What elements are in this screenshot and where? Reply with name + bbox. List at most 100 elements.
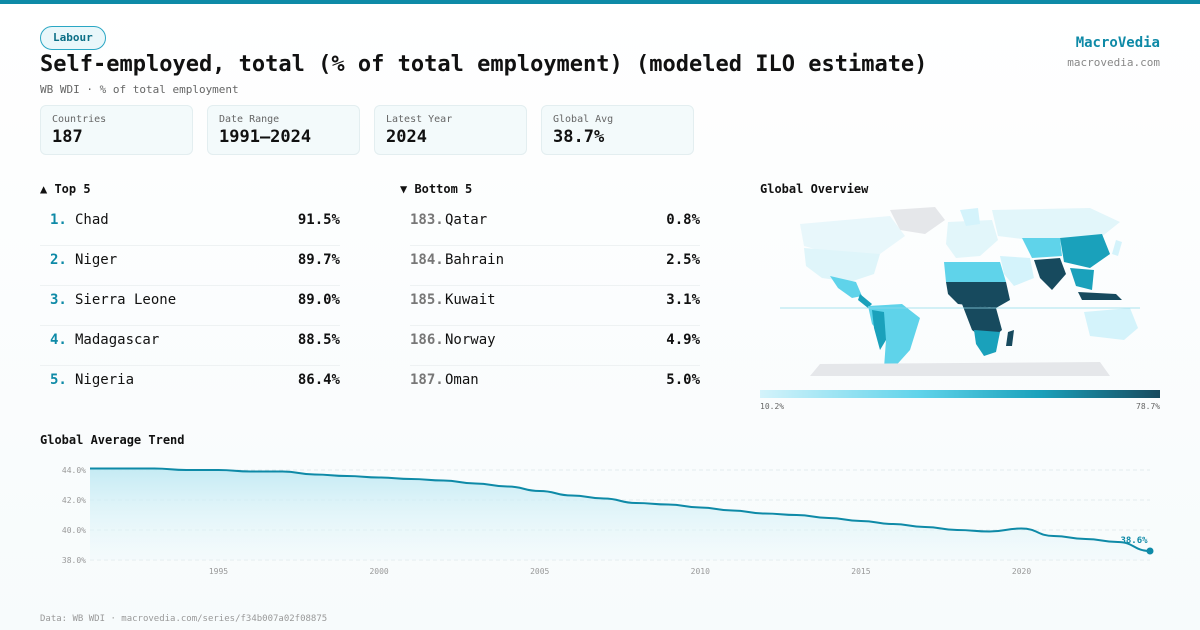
stat-card-date-range: Date Range 1991–2024 <box>207 105 360 155</box>
top5-row[interactable]: 5. Nigeria 86.4% <box>40 366 340 406</box>
x-tick-label: 2005 <box>530 567 549 576</box>
country-name: Sierra Leone <box>75 292 177 308</box>
country-value: 89.0% <box>297 292 340 308</box>
europe-region[interactable] <box>946 220 998 258</box>
top5-row[interactable]: 1. Chad 91.5% <box>40 206 340 246</box>
country-name: Oman <box>445 372 479 388</box>
x-tick-label: 1995 <box>209 567 228 576</box>
southern-africa-region[interactable] <box>974 330 1000 356</box>
antarctica-region[interactable] <box>810 362 1110 376</box>
x-tick-label: 2015 <box>851 567 870 576</box>
country-name: Nigeria <box>75 372 135 388</box>
country-value: 88.5% <box>297 332 340 348</box>
country-name: Niger <box>75 252 118 268</box>
sahel-africa-region[interactable] <box>946 282 1010 308</box>
stat-value: 2024 <box>386 127 427 147</box>
rank-number: 3. <box>50 292 67 308</box>
top5-row[interactable]: 3. Sierra Leone 89.0% <box>40 286 340 326</box>
north-africa-region[interactable] <box>944 262 1006 288</box>
bottom5-row[interactable]: 186. Norway 4.9% <box>410 326 700 366</box>
y-tick-label: 42.0% <box>62 496 86 505</box>
country-value: 86.4% <box>297 372 340 388</box>
world-choropleth-map[interactable] <box>760 200 1160 378</box>
page-title: Self-employed, total (% of total employm… <box>40 52 928 77</box>
australia-region[interactable] <box>1084 308 1138 340</box>
category-badge[interactable]: Labour <box>40 26 106 50</box>
andes-region[interactable] <box>872 310 886 350</box>
japan-region[interactable] <box>1112 240 1122 256</box>
bottom5-heading: ▼ Bottom 5 <box>400 182 473 196</box>
y-tick-label: 38.0% <box>62 556 86 565</box>
brand-url[interactable]: macrovedia.com <box>1067 56 1160 69</box>
top5-row[interactable]: 4. Madagascar 88.5% <box>40 326 340 366</box>
brand-logo[interactable]: MacroVedia <box>1075 35 1160 51</box>
country-value: 3.1% <box>666 292 700 308</box>
greenland-region[interactable] <box>890 207 945 234</box>
madagascar-region[interactable] <box>1006 330 1014 346</box>
country-name: Chad <box>75 212 109 228</box>
x-tick-label: 2010 <box>691 567 710 576</box>
stat-label: Latest Year <box>386 114 453 125</box>
country-value: 4.9% <box>666 332 700 348</box>
legend-max-label: 78.7% <box>1136 402 1161 411</box>
southeast-asia-region[interactable] <box>1070 268 1094 290</box>
country-name: Norway <box>445 332 496 348</box>
top-accent-bar <box>0 0 1200 4</box>
usa-region[interactable] <box>804 248 880 282</box>
rank-number: 1. <box>50 212 67 228</box>
country-value: 2.5% <box>666 252 700 268</box>
rank-number: 187. <box>410 372 444 388</box>
trend-heading: Global Average Trend <box>40 433 185 447</box>
rank-number: 186. <box>410 332 444 348</box>
canada-region[interactable] <box>800 216 905 256</box>
rank-number: 4. <box>50 332 67 348</box>
stat-label: Date Range <box>219 114 280 125</box>
stat-label: Global Avg <box>553 114 614 125</box>
global-average-trend-chart[interactable]: 38.0% 40.0% 42.0% 44.0% 1995 2000 2005 2010 2015… <box>40 455 1165 585</box>
middle-east-region[interactable] <box>1000 256 1034 286</box>
country-value: 5.0% <box>666 372 700 388</box>
x-tick-label: 2020 <box>1012 567 1031 576</box>
stat-value: 38.7% <box>553 127 605 147</box>
central-asia-region[interactable] <box>1022 238 1062 258</box>
rank-number: 5. <box>50 372 67 388</box>
country-value: 91.5% <box>297 212 340 228</box>
china-region[interactable] <box>1060 234 1110 268</box>
country-value: 0.8% <box>666 212 700 228</box>
footer-source: Data: WB WDI · macrovedia.com/series/f34… <box>40 614 328 624</box>
y-tick-label: 44.0% <box>62 466 86 475</box>
country-name: Bahrain <box>445 252 505 268</box>
rank-number: 185. <box>410 292 444 308</box>
stat-label: Countries <box>52 114 107 125</box>
central-america-region[interactable] <box>858 294 872 308</box>
rank-number: 183. <box>410 212 444 228</box>
scandinavia-region[interactable] <box>960 208 980 226</box>
page-subtitle: WB WDI · % of total employment <box>40 83 239 96</box>
stat-card-countries: Countries 187 <box>40 105 193 155</box>
trend-line <box>89 467 1151 552</box>
stat-value: 187 <box>52 127 83 147</box>
map-heading: Global Overview <box>760 182 869 196</box>
bottom5-row[interactable]: 187. Oman 5.0% <box>410 366 700 406</box>
country-name: Qatar <box>445 212 488 228</box>
indonesia-region[interactable] <box>1078 292 1122 300</box>
y-tick-label: 40.0% <box>62 526 86 535</box>
country-name: Madagascar <box>75 332 160 348</box>
bottom5-row[interactable]: 184. Bahrain 2.5% <box>410 246 700 286</box>
bottom5-row[interactable]: 183. Qatar 0.8% <box>410 206 700 246</box>
legend-min-label: 10.2% <box>760 402 785 411</box>
rank-number: 2. <box>50 252 67 268</box>
bottom5-row[interactable]: 185. Kuwait 3.1% <box>410 286 700 326</box>
south-asia-region[interactable] <box>1034 258 1066 290</box>
russia-region[interactable] <box>992 208 1120 240</box>
country-value: 89.7% <box>297 252 340 268</box>
stat-card-latest-year: Latest Year 2024 <box>374 105 527 155</box>
mexico-region[interactable] <box>830 276 862 298</box>
rank-number: 184. <box>410 252 444 268</box>
x-tick-label: 2000 <box>369 567 388 576</box>
stat-value: 1991–2024 <box>219 127 312 147</box>
top5-row[interactable]: 2. Niger 89.7% <box>40 246 340 286</box>
top5-heading: ▲ Top 5 <box>40 182 91 196</box>
trend-area-fill <box>90 468 1150 560</box>
country-name: Kuwait <box>445 292 496 308</box>
